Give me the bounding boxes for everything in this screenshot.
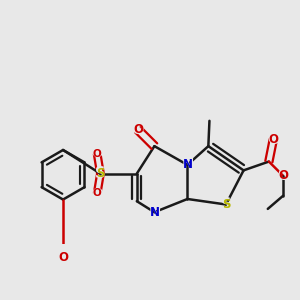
Text: O: O (267, 132, 280, 147)
Text: O: O (58, 251, 68, 264)
Text: N: N (182, 158, 192, 171)
Text: O: O (133, 123, 143, 136)
Text: O: O (92, 187, 103, 200)
Text: O: O (278, 169, 288, 182)
Text: S: S (221, 197, 231, 212)
Text: N: N (181, 158, 194, 172)
Text: O: O (268, 133, 278, 146)
Text: N: N (149, 206, 159, 219)
Text: O: O (132, 122, 144, 137)
Text: O: O (93, 188, 101, 199)
Text: S: S (222, 198, 230, 211)
Text: S: S (96, 167, 105, 180)
Text: O: O (92, 147, 103, 161)
Text: N: N (148, 205, 160, 220)
Text: O: O (93, 149, 101, 159)
Text: O: O (57, 250, 69, 265)
Text: S: S (95, 166, 106, 181)
Text: O: O (277, 168, 290, 183)
